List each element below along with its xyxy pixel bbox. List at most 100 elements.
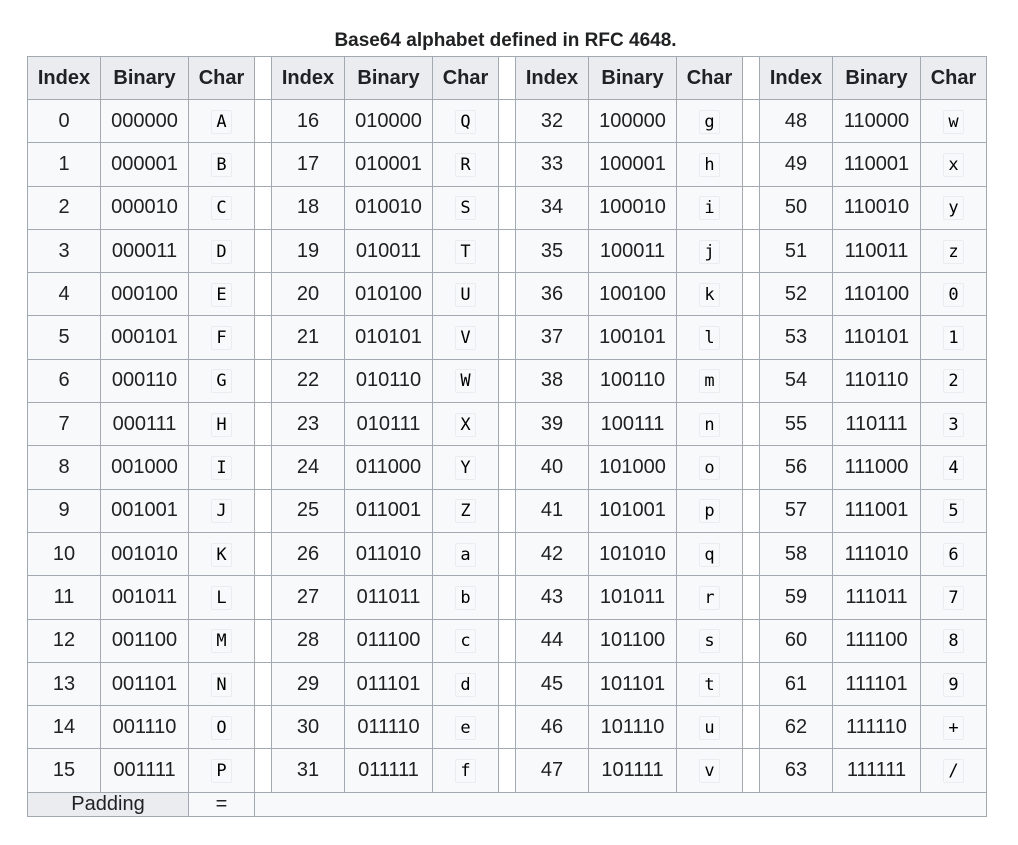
base64-char: L (211, 585, 232, 610)
index-cell: 46 (515, 705, 589, 750)
base64-char: S (455, 196, 476, 221)
group-separator (254, 575, 272, 620)
group-separator (742, 748, 760, 793)
index-cell: 0 (27, 98, 101, 144)
base64-char: v (699, 759, 720, 784)
group-separator (254, 488, 272, 533)
group-separator (254, 748, 272, 793)
binary-cell: 011000 (344, 445, 433, 490)
group-separator (254, 402, 272, 447)
table-row: 4 000100 E 20 010100 U 36 100100 k 52 110100 0 (27, 272, 987, 317)
base64-char: T (455, 239, 476, 264)
group-separator (742, 272, 760, 317)
header-char: Char (432, 56, 499, 100)
table-row: 10 001010 K 26 011010 a 42 101010 q 58 111010 6 (27, 531, 987, 577)
group-separator (254, 358, 272, 404)
index-cell: 40 (515, 445, 589, 490)
base64-char: f (455, 759, 476, 784)
table-caption: Base64 alphabet defined in RFC 4648. (334, 30, 677, 51)
binary-cell: 100100 (588, 272, 677, 317)
padding-empty-cell (254, 791, 987, 817)
table-row: 11 001011 L 27 011011 b 43 101011 r 59 111011 7 (27, 575, 987, 620)
group-separator (498, 575, 516, 620)
char-cell: 5 (920, 488, 987, 533)
char-cell: x (920, 142, 987, 187)
base64-char: 1 (943, 326, 964, 351)
char-cell: D (188, 228, 255, 274)
base64-char: 5 (943, 499, 964, 524)
group-separator (498, 748, 516, 793)
index-cell: 7 (27, 402, 101, 447)
base64-char: B (211, 152, 232, 177)
index-cell: 1 (27, 142, 101, 187)
char-cell: 6 (920, 531, 987, 577)
index-cell: 5 (27, 315, 101, 360)
char-cell: P (188, 748, 255, 793)
group-separator (254, 705, 272, 750)
base64-char: s (699, 629, 720, 654)
base64-char: 4 (943, 456, 964, 481)
binary-cell: 010000 (344, 98, 433, 144)
char-cell: p (676, 488, 743, 533)
base64-char: y (943, 196, 964, 221)
base64-char: D (211, 239, 232, 264)
group-separator (498, 531, 516, 577)
base64-char: 9 (943, 672, 964, 697)
binary-cell: 011001 (344, 488, 433, 533)
binary-cell: 011111 (344, 748, 433, 793)
base64-char: k (699, 282, 720, 307)
index-cell: 29 (271, 661, 345, 707)
binary-cell: 000110 (100, 358, 189, 404)
binary-cell: 110101 (832, 315, 921, 360)
group-separator (254, 142, 272, 187)
header-binary: Binary (588, 56, 677, 100)
index-cell: 6 (27, 358, 101, 404)
binary-cell: 111100 (832, 618, 921, 663)
binary-cell: 001000 (100, 445, 189, 490)
header-binary: Binary (344, 56, 433, 100)
base64-char: j (699, 239, 720, 264)
index-cell: 63 (759, 748, 833, 793)
group-separator (742, 445, 760, 490)
index-cell: 21 (271, 315, 345, 360)
char-cell: g (676, 98, 743, 144)
binary-cell: 110010 (832, 185, 921, 230)
base64-char: 0 (943, 282, 964, 307)
binary-cell: 111001 (832, 488, 921, 533)
index-cell: 43 (515, 575, 589, 620)
index-cell: 24 (271, 445, 345, 490)
char-cell: K (188, 531, 255, 577)
binary-cell: 010110 (344, 358, 433, 404)
binary-cell: 010100 (344, 272, 433, 317)
binary-cell: 110111 (832, 402, 921, 447)
padding-label: Padding (27, 791, 189, 817)
base64-char: i (699, 196, 720, 221)
binary-cell: 001110 (100, 705, 189, 750)
group-separator (498, 185, 516, 230)
char-cell: 3 (920, 402, 987, 447)
char-cell: N (188, 661, 255, 707)
char-cell: S (432, 185, 499, 230)
group-separator (254, 531, 272, 577)
base64-char: N (211, 672, 232, 697)
base64-char: a (455, 542, 476, 567)
base64-alphabet-table: Index Binary Char Index Binary Char Inde… (27, 56, 987, 817)
index-cell: 44 (515, 618, 589, 663)
binary-cell: 111011 (832, 575, 921, 620)
char-cell: 1 (920, 315, 987, 360)
binary-cell: 100111 (588, 402, 677, 447)
char-cell: e (432, 705, 499, 750)
group-separator (498, 705, 516, 750)
base64-char: b (455, 585, 476, 610)
base64-char: 6 (943, 542, 964, 567)
char-cell: T (432, 228, 499, 274)
binary-cell: 101111 (588, 748, 677, 793)
padding-row: Padding = (27, 791, 987, 817)
base64-char: W (455, 369, 476, 394)
base64-char: p (699, 499, 720, 524)
index-cell: 18 (271, 185, 345, 230)
base64-char: V (455, 326, 476, 351)
base64-char: / (943, 759, 964, 784)
index-cell: 47 (515, 748, 589, 793)
binary-cell: 100000 (588, 98, 677, 144)
